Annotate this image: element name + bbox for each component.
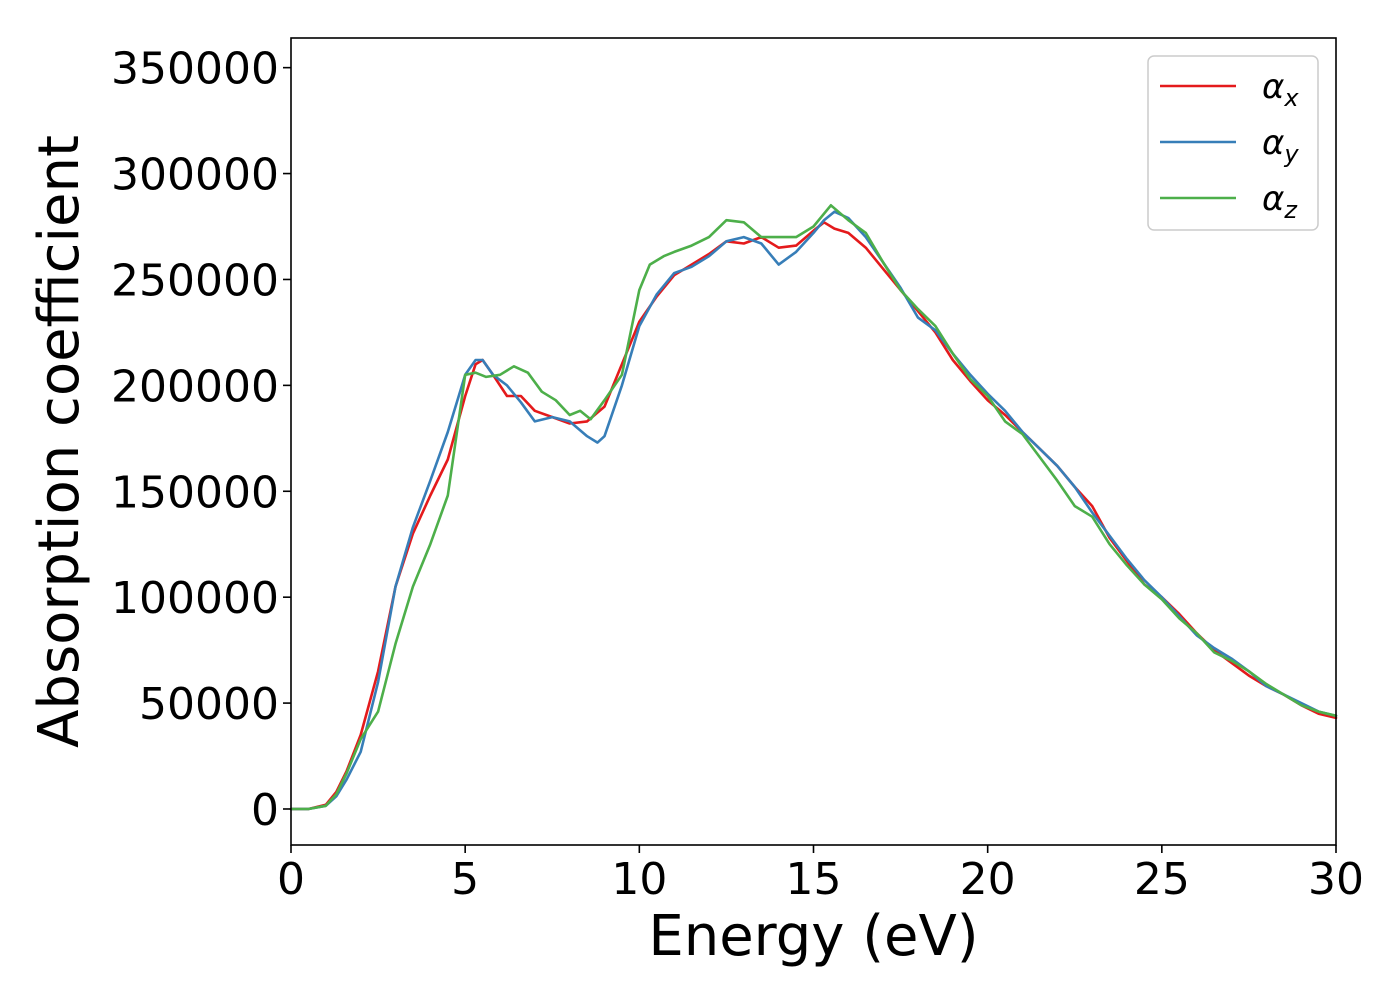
y-axis: 0 50000 100000 150000 200000 250000 300000 3500… (111, 44, 291, 836)
x-tick-label: 10 (611, 854, 667, 905)
series-line-y (289, 210, 1338, 811)
y-tick-label: 100000 (111, 573, 279, 624)
y-axis-title: Absorption coefficient (27, 135, 92, 748)
series-line-x (289, 221, 1338, 811)
x-tick-label: 30 (1308, 854, 1364, 905)
series-layer (289, 204, 1338, 811)
legend-subscript: z (1283, 196, 1298, 224)
x-tick-label: 5 (451, 854, 479, 905)
legend-symbol: α (1262, 179, 1284, 219)
x-tick-label: 25 (1134, 854, 1190, 905)
legend-subscript: x (1283, 84, 1299, 112)
x-axis-title: Energy (eV) (648, 904, 978, 969)
y-tick-label: 50000 (139, 679, 279, 730)
legend-symbol: α (1262, 67, 1284, 107)
legend-label-z: αz (1262, 179, 1298, 224)
legend-subscript: y (1283, 140, 1299, 168)
y-tick-label: 150000 (111, 467, 279, 518)
x-axis: 0 5 10 15 20 25 30 (277, 845, 1364, 905)
legend-label-x: αx (1262, 67, 1299, 112)
y-tick-label: 250000 (111, 255, 279, 306)
x-tick-label: 20 (960, 854, 1016, 905)
y-tick-label: 300000 (111, 150, 279, 201)
y-tick-label: 0 (251, 785, 279, 836)
y-tick-label: 350000 (111, 44, 279, 95)
x-tick-label: 0 (277, 854, 305, 905)
x-tick-label: 15 (786, 854, 842, 905)
series-line-z (289, 204, 1338, 811)
legend-label-y: αy (1262, 123, 1299, 168)
y-tick-label: 200000 (111, 361, 279, 412)
legend-symbol: α (1262, 123, 1284, 163)
